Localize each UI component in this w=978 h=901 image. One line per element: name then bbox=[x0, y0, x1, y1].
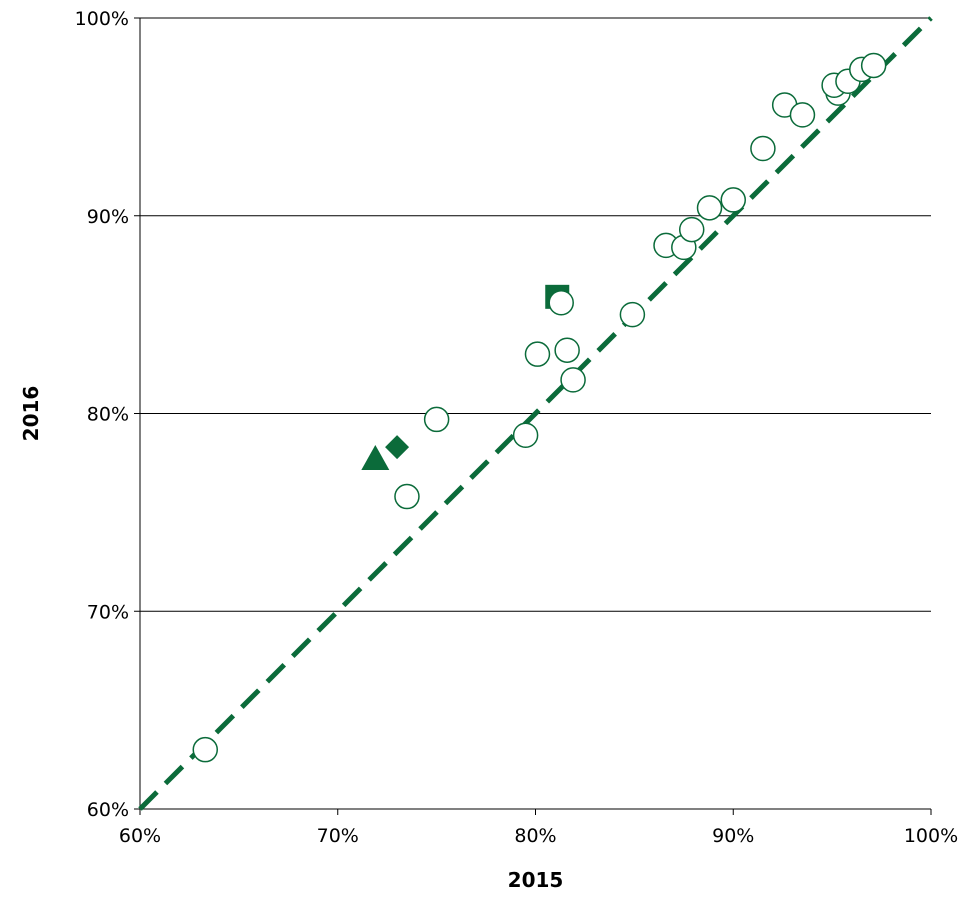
open-circle-point bbox=[512, 422, 539, 449]
open-circle-point bbox=[720, 187, 746, 213]
open-circle-point bbox=[554, 337, 580, 363]
x-tick-label: 100% bbox=[904, 825, 958, 847]
open-circle-point bbox=[696, 195, 723, 221]
x-tick-label: 90% bbox=[712, 825, 754, 847]
y-tick-label: 100% bbox=[75, 8, 129, 30]
y-tick-label: 70% bbox=[87, 601, 129, 623]
open-circle-point bbox=[560, 367, 586, 393]
open-circle-point bbox=[789, 102, 816, 128]
filled-triangle-point bbox=[361, 444, 390, 470]
open-circle-point bbox=[860, 52, 887, 79]
x-tick-label: 70% bbox=[317, 825, 359, 847]
open-circle-point bbox=[524, 341, 551, 367]
axis-ticks: 60% 70% 80% 90% 100% 60% 70% 80% 90% 100% bbox=[75, 8, 958, 847]
open-circle-point bbox=[678, 216, 705, 243]
x-axis-title: 2015 bbox=[508, 868, 564, 892]
gridlines bbox=[140, 17, 931, 612]
y-tick-label: 90% bbox=[87, 206, 129, 228]
open-circle-point bbox=[394, 483, 420, 510]
open-circle-point bbox=[192, 736, 219, 763]
y-tick-label: 60% bbox=[87, 799, 129, 821]
open-circle-point bbox=[619, 301, 646, 328]
y-axis-title: 2016 bbox=[19, 386, 43, 442]
data-points bbox=[192, 52, 887, 763]
open-circle-point bbox=[548, 290, 574, 316]
reference-diagonal-line bbox=[138, 16, 933, 811]
open-circle-point bbox=[423, 406, 450, 433]
x-tick-label: 80% bbox=[514, 825, 556, 847]
filled-diamond-point bbox=[385, 435, 410, 460]
y-tick-label: 80% bbox=[87, 404, 129, 426]
open-circle-point bbox=[750, 135, 776, 162]
x-tick-label: 60% bbox=[119, 825, 161, 847]
